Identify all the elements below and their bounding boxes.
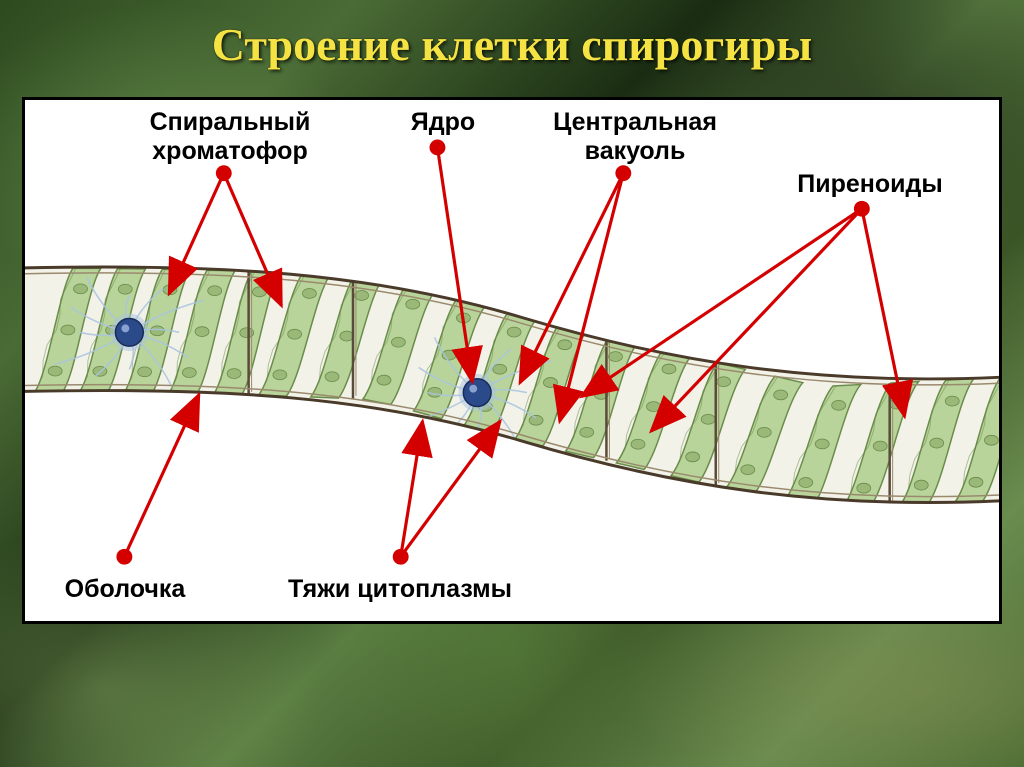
label-central_vacuole: Центральнаявакуоль [505,108,765,166]
label-spiral_chromatophore: Спиральныйхроматофор [100,108,360,166]
label-cytoplasm_strands: Тяжи цитоплазмы [240,575,560,604]
label-membrane: Оболочка [35,575,215,604]
filament-group [25,267,999,509]
diagram-panel: Спиральныйхроматофор Ядро Центральнаявакуо… [22,97,1002,624]
label-nucleus: Ядро [393,108,493,137]
page-title: Строение клетки спирогиры [0,18,1024,71]
label-pyrenoids: Пиреноиды [765,170,975,199]
